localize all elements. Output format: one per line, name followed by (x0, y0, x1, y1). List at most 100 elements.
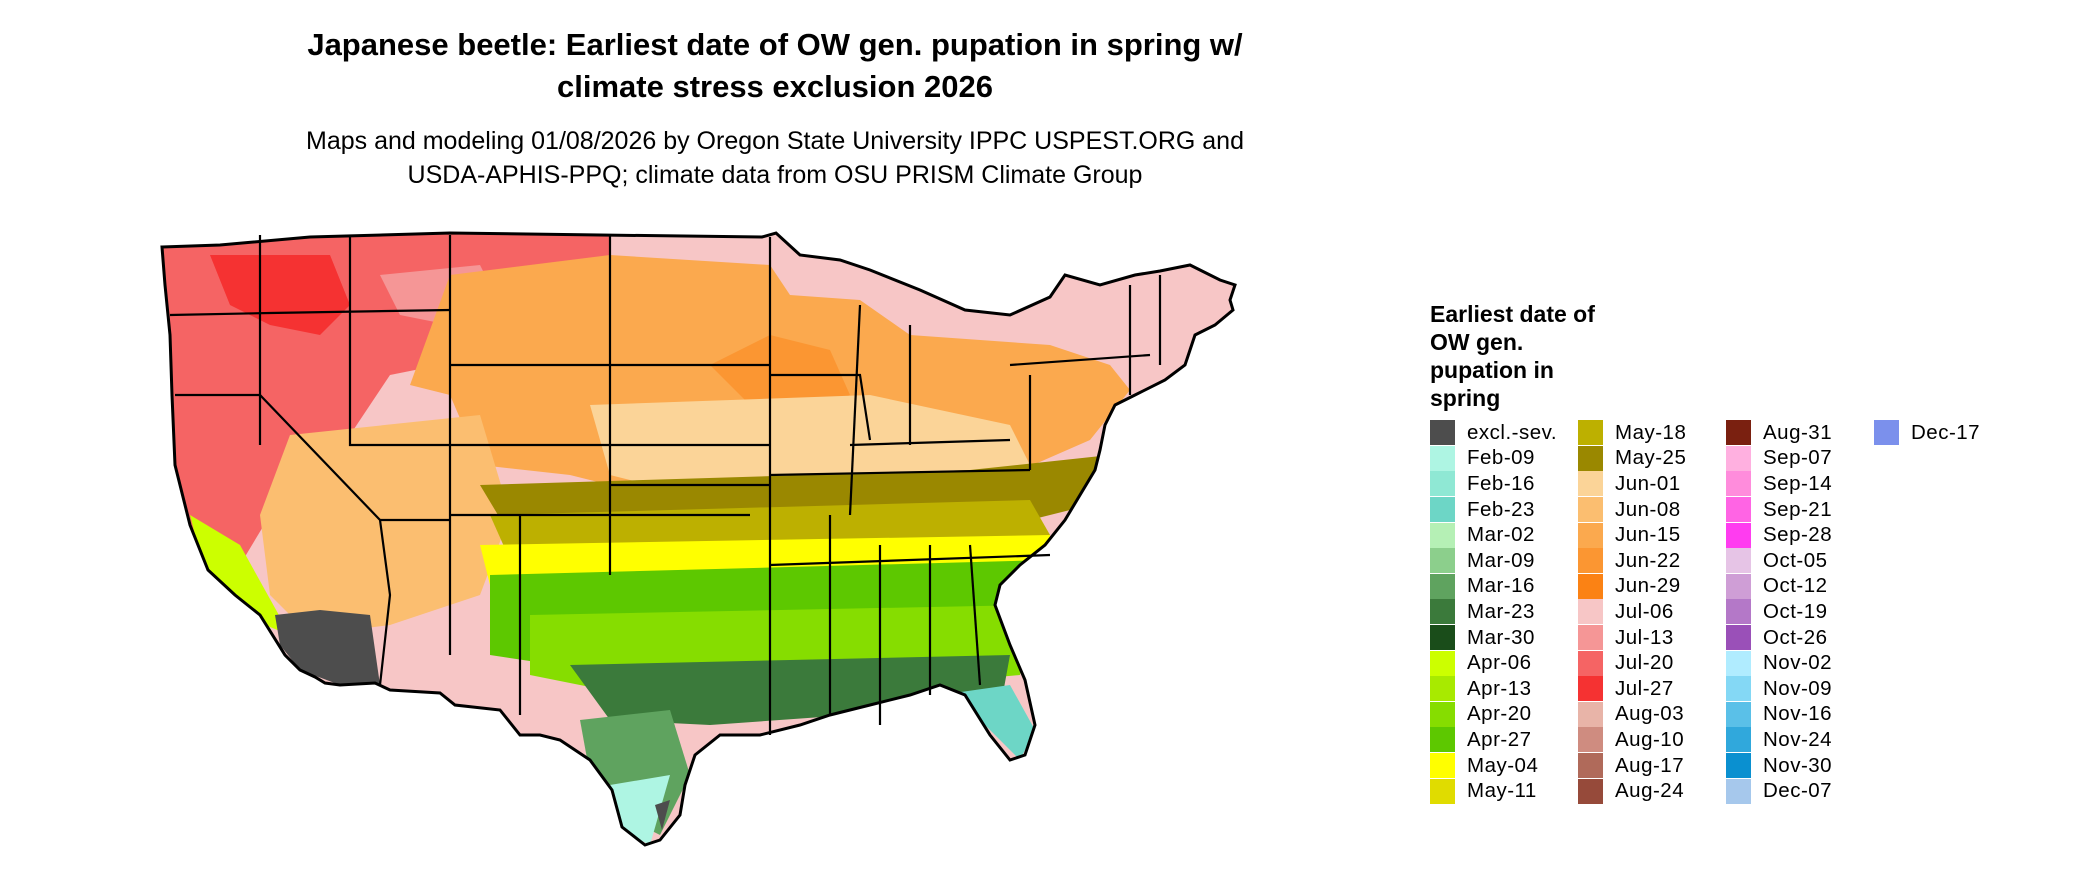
legend-column: May-18 May-25 Jun-01 Jun-08 Jun-15 Jun-22 Jun-… (1578, 420, 1686, 804)
legend-label: excl.-sev. (1467, 420, 1558, 444)
legend-label: Nov-02 (1763, 651, 1833, 675)
legend-item: Oct-05 (1726, 548, 1832, 574)
legend-swatch (1578, 573, 1603, 599)
legend-item: Oct-12 (1726, 573, 1832, 600)
legend-label: Feb-23 (1467, 497, 1535, 521)
legend-label: Oct-12 (1763, 574, 1828, 598)
legend-label: Jun-08 (1615, 497, 1681, 521)
legend-swatch (1874, 420, 1899, 446)
legend-item: Mar-30 (1430, 625, 1557, 651)
legend-label: Feb-09 (1467, 446, 1535, 470)
legend-item: Dec-17 (1874, 420, 1980, 446)
legend-item: Nov-30 (1726, 753, 1832, 779)
legend-item: Aug-17 (1578, 753, 1686, 779)
legend-label: Jul-13 (1615, 625, 1674, 649)
legend-swatch (1726, 778, 1751, 804)
map-subtitle-line1: Maps and modeling 01/08/2026 by Oregon S… (306, 127, 1244, 155)
legend-swatch (1430, 573, 1455, 599)
legend-label: Apr-20 (1467, 702, 1532, 726)
legend-column: Aug-31 Sep-07 Sep-14 Sep-21 Sep-28 Oct-05 Oct-… (1726, 420, 1832, 804)
legend-item: Mar-02 (1430, 522, 1557, 548)
state-borders (169, 235, 1162, 735)
region-west-deepred (210, 255, 350, 335)
legend-item: Jun-29 (1578, 573, 1686, 600)
map-subtitle-line2: USDA-APHIS-PPQ; climate data from OSU PR… (407, 161, 1143, 189)
legend-swatch (1578, 753, 1603, 779)
legend-swatch (1430, 445, 1455, 471)
legend-label: Feb-16 (1467, 471, 1535, 495)
legend-swatch (1430, 676, 1455, 702)
legend-label: Oct-19 (1763, 599, 1828, 623)
legend-label: Jul-06 (1615, 599, 1674, 623)
legend-item: Mar-23 (1430, 599, 1557, 625)
legend-swatch (1578, 701, 1603, 727)
legend-label: Jun-22 (1615, 548, 1681, 572)
legend-label: Jul-27 (1615, 676, 1674, 700)
legend-swatch (1726, 625, 1751, 651)
legend-swatch (1430, 522, 1455, 548)
legend-item: Mar-09 (1430, 548, 1557, 574)
legend-item: Sep-14 (1726, 471, 1832, 497)
legend-label: Aug-17 (1615, 753, 1685, 777)
map-title-line2: climate stress exclusion 2026 (557, 69, 993, 104)
legend-swatch (1430, 625, 1455, 651)
legend-label: Mar-16 (1467, 574, 1535, 598)
legend-item: Nov-02 (1726, 650, 1832, 676)
legend-item: Jul-27 (1578, 676, 1686, 702)
legend-item: May-11 (1430, 778, 1557, 804)
legend-label: Mar-09 (1467, 548, 1535, 572)
legend-swatch (1726, 548, 1751, 574)
map-title-line1: Japanese beetle: Earliest date of OW gen… (307, 27, 1243, 62)
legend-label: Aug-31 (1763, 420, 1833, 444)
legend-label: May-11 (1467, 779, 1537, 803)
legend-label: Sep-14 (1763, 471, 1833, 495)
legend-label: Jul-20 (1615, 651, 1674, 675)
region-california-green (190, 515, 290, 635)
legend-swatch (1726, 573, 1751, 599)
legend-swatch (1726, 522, 1751, 548)
legend-label: Nov-24 (1763, 727, 1833, 751)
legend-label: Jun-01 (1615, 471, 1681, 495)
legend-swatch (1726, 701, 1751, 727)
map-title: Japanese beetle: Earliest date of OW gen… (160, 24, 1390, 108)
legend-item: Jul-06 (1578, 599, 1686, 625)
legend-item: May-18 (1578, 420, 1686, 446)
legend-label: Aug-24 (1615, 779, 1685, 803)
legend-item: Apr-27 (1430, 727, 1557, 753)
legend-label: Sep-21 (1763, 497, 1833, 521)
legend-label: Apr-27 (1467, 727, 1532, 751)
legend-item: Nov-24 (1726, 727, 1832, 753)
legend-swatch (1578, 650, 1603, 676)
legend-swatch (1726, 676, 1751, 702)
region-southwest-orange (260, 415, 510, 635)
legend-item: Nov-09 (1726, 676, 1832, 702)
legend-item: Aug-24 (1578, 778, 1686, 804)
legend-label: Sep-07 (1763, 446, 1833, 470)
legend-item: Jun-08 (1578, 497, 1686, 523)
legend-swatch (1430, 599, 1455, 625)
legend-swatch (1578, 420, 1603, 446)
legend-item: Aug-10 (1578, 727, 1686, 753)
legend-label: Mar-30 (1467, 625, 1535, 649)
legend-swatch (1726, 599, 1751, 625)
legend-swatch (1578, 522, 1603, 548)
legend-swatch (1726, 727, 1751, 753)
legend-label: Jun-15 (1615, 523, 1681, 547)
legend-item: Jun-15 (1578, 522, 1686, 548)
legend-swatch (1430, 420, 1455, 446)
legend-item: Feb-16 (1430, 471, 1557, 497)
legend-item: Sep-28 (1726, 522, 1832, 548)
legend-label: Dec-17 (1911, 420, 1981, 444)
legend-swatch (1578, 625, 1603, 651)
legend-item: Dec-07 (1726, 778, 1832, 804)
legend-label: Oct-05 (1763, 548, 1828, 572)
legend-label: Mar-23 (1467, 599, 1535, 623)
legend-label: Aug-03 (1615, 702, 1685, 726)
legend-swatch (1578, 778, 1603, 804)
region-excluded-desert (275, 610, 380, 685)
map-subtitle: Maps and modeling 01/08/2026 by Oregon S… (160, 124, 1390, 192)
legend-label: May-18 (1615, 420, 1687, 444)
legend-swatch (1578, 445, 1603, 471)
legend-label: Nov-16 (1763, 702, 1833, 726)
legend-swatch (1430, 727, 1455, 753)
